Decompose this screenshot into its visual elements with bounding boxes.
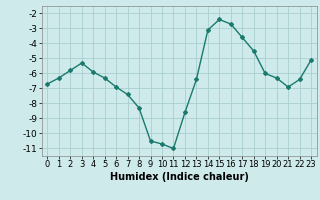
- X-axis label: Humidex (Indice chaleur): Humidex (Indice chaleur): [110, 172, 249, 182]
